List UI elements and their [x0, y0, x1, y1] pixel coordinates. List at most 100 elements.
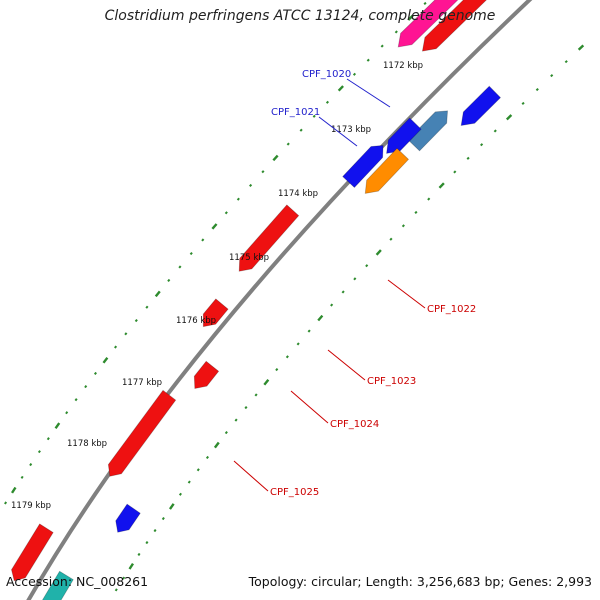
- tick-mark: [54, 422, 61, 430]
- gene-label: CPF_1025: [270, 487, 319, 498]
- kbp-label: 1178 kbp: [67, 439, 107, 449]
- tick-mark: [93, 371, 97, 376]
- tick-mark: [161, 516, 165, 521]
- tick-mark: [312, 114, 316, 118]
- tick-mark: [453, 170, 457, 174]
- tick-mark: [11, 486, 17, 494]
- tick-mark: [20, 475, 24, 479]
- tick-mark: [122, 576, 126, 580]
- tick-mark: [234, 418, 238, 422]
- gene-feature: [386, 117, 422, 154]
- tick-mark: [337, 85, 344, 92]
- kbp-label: 1176 kbp: [176, 316, 216, 326]
- gene-feature: [107, 389, 177, 477]
- tick-mark: [196, 468, 200, 472]
- gene-feature: [238, 204, 300, 272]
- tick-mark: [189, 251, 193, 256]
- kbp-label: 1179 kbp: [11, 501, 51, 511]
- tick-mark: [366, 58, 370, 62]
- tick-mark: [535, 87, 539, 92]
- tick-marks: [4, 1, 585, 600]
- tick-mark: [375, 249, 382, 256]
- gene-features: [11, 0, 502, 600]
- gene-label: CPF_1024: [330, 419, 379, 430]
- kbp-label: 1175 kbp: [229, 253, 269, 263]
- leader-line: [346, 78, 391, 108]
- genome-backbone: [26, 0, 533, 600]
- gene-feature: [364, 147, 410, 194]
- tick-mark: [134, 318, 138, 323]
- gene-feature: [42, 570, 74, 600]
- tick-mark: [201, 238, 205, 242]
- tick-mark: [236, 197, 240, 201]
- leader-line: [290, 390, 329, 424]
- gene-label: CPF_1023: [367, 376, 416, 387]
- tick-mark: [438, 182, 445, 189]
- tick-mark: [394, 30, 398, 34]
- tick-mark: [299, 128, 303, 132]
- tick-mark: [114, 345, 118, 349]
- tick-mark: [296, 342, 300, 346]
- tick-mark: [65, 411, 69, 415]
- tick-mark: [145, 305, 149, 309]
- tick-mark: [37, 450, 41, 454]
- tick-mark: [521, 101, 525, 105]
- tick-mark: [137, 552, 141, 557]
- tick-mark: [353, 277, 357, 281]
- tick-mark: [178, 492, 182, 496]
- gene-feature: [342, 145, 384, 189]
- tick-mark: [145, 540, 149, 545]
- tick-mark: [341, 290, 345, 294]
- tick-mark: [29, 462, 33, 467]
- gene-label: CPF_1021: [271, 107, 320, 118]
- gene-feature: [202, 298, 229, 328]
- tick-mark: [480, 143, 484, 147]
- tick-mark: [261, 170, 265, 174]
- tick-mark: [224, 211, 228, 215]
- tick-mark: [564, 60, 568, 64]
- tick-mark: [84, 385, 88, 389]
- gene-feature: [407, 110, 448, 152]
- leader-line: [327, 349, 366, 381]
- kbp-label: 1174 kbp: [278, 189, 318, 199]
- gene-feature: [460, 85, 502, 127]
- tick-mark: [286, 142, 290, 146]
- genome-summary-text: Topology: circular; Length: 3,256,683 bp…: [248, 574, 592, 589]
- tick-mark: [254, 393, 258, 397]
- tick-mark: [414, 210, 418, 215]
- gene-feature: [115, 503, 141, 533]
- tick-mark: [330, 303, 334, 307]
- tick-mark: [154, 290, 161, 298]
- tick-mark: [389, 237, 393, 241]
- map-labels: 1172 kbp 1173 kbp 1174 kbp 1175 kbp 1176 kbp…: [11, 61, 476, 511]
- gene-label: CPF_1022: [427, 304, 476, 315]
- gene-feature: [397, 0, 459, 48]
- tick-mark: [493, 129, 497, 133]
- tick-mark: [102, 357, 109, 364]
- tick-mark: [244, 405, 248, 410]
- tick-mark: [285, 355, 289, 359]
- tick-mark: [124, 332, 128, 336]
- tick-mark: [352, 72, 357, 76]
- tick-mark: [263, 379, 270, 386]
- kbp-label: 1177 kbp: [122, 378, 162, 388]
- tick-mark: [128, 562, 134, 570]
- tick-mark: [317, 314, 324, 322]
- tick-mark: [275, 367, 279, 372]
- tick-mark: [213, 441, 220, 449]
- tick-mark: [178, 265, 182, 269]
- leader-line: [233, 460, 269, 492]
- leader-line: [318, 116, 358, 147]
- tick-mark: [505, 114, 513, 121]
- gene-feature: [193, 360, 220, 389]
- tick-mark: [272, 154, 279, 162]
- tick-mark: [211, 223, 218, 230]
- tick-mark: [74, 398, 78, 402]
- gene-feature: [11, 523, 54, 582]
- tick-mark: [325, 100, 330, 104]
- tick-mark: [153, 529, 157, 533]
- gene-label: CPF_1020: [302, 69, 351, 80]
- tick-mark: [114, 588, 118, 592]
